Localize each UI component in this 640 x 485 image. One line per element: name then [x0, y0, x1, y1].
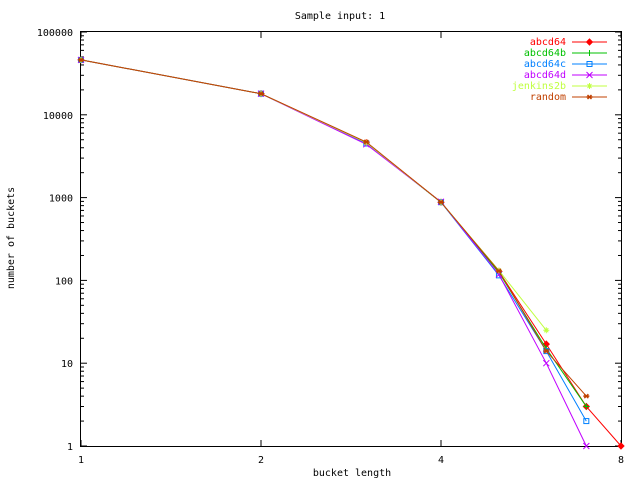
legend-marker-abcd64: [585, 38, 594, 46]
point-abcd64d-5: [542, 359, 550, 367]
point-abcd64c-6: [583, 418, 590, 425]
x-axis-label: bucket length: [313, 468, 391, 479]
y-tick-label-3: 1000: [49, 194, 73, 205]
legend-marker-random: [586, 94, 593, 100]
legend-label-abcd64: abcd64: [530, 37, 566, 48]
legend-label-abcd64c: abcd64c: [524, 59, 566, 70]
point-abcd64d-6: [582, 442, 590, 450]
legend-marker-abcd64b: [586, 50, 593, 56]
y-tick-label-0: 1: [67, 442, 73, 453]
point-abcd64-7: [617, 442, 625, 450]
legend-label-random: random: [530, 92, 566, 103]
legend-label-jenkins2b: jenkins2b: [512, 81, 566, 92]
point-random-5: [543, 348, 550, 354]
legend-marker-abcd64d: [586, 71, 593, 79]
point-random-3: [438, 199, 444, 205]
series-random: [78, 57, 590, 399]
legend-marker-abcd64c: [586, 61, 593, 67]
chart-title: Sample input: 1: [295, 11, 385, 22]
y-tick-label-1: 10: [61, 359, 73, 370]
point-jenkins2b-5: [543, 327, 550, 334]
x-tick-label-1: 2: [258, 455, 264, 466]
legend-label-abcd64b: abcd64b: [524, 48, 566, 59]
x-tick-label-3: 8: [618, 455, 624, 466]
point-random-6: [583, 393, 590, 399]
y-tick-label-2: 100: [55, 276, 73, 287]
x-tick-label-0: 1: [78, 455, 84, 466]
point-random-1: [258, 91, 264, 97]
series-lines: [77, 56, 625, 450]
y-tick-label-5: 100000: [37, 28, 73, 39]
point-random-4: [495, 268, 502, 274]
point-random-2: [363, 139, 370, 145]
legend-label-abcd64d: abcd64d: [524, 70, 566, 81]
legend-marker-jenkins2b: [586, 83, 593, 89]
x-tick-label-2: 4: [438, 455, 444, 466]
y-tick-label-4: 10000: [43, 111, 73, 122]
point-abcd64b-6: [583, 403, 590, 410]
plot-frame: [80, 31, 622, 447]
legend: abcd64abcd64babcd64cabcd64djenkins2brand…: [512, 37, 607, 103]
point-random-0: [78, 57, 84, 63]
axis-ticks: 1 2 4 8 1 10 100 1000 10000 100000: [37, 28, 624, 466]
y-axis-label: number of buckets: [6, 187, 17, 289]
